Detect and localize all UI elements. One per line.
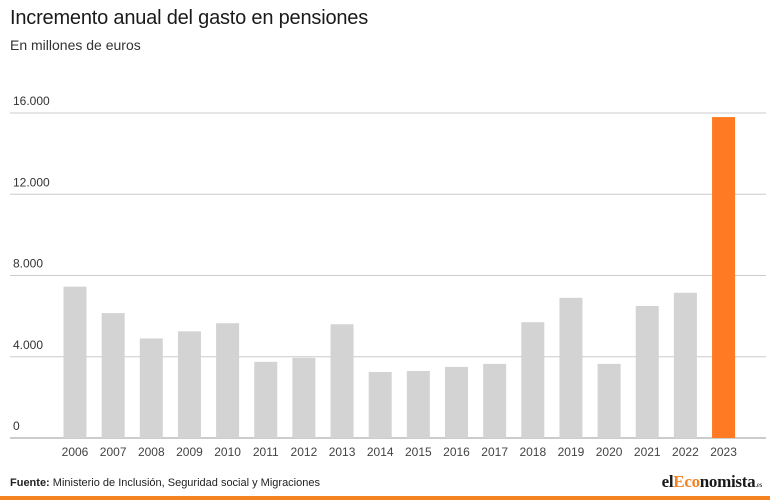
- bar-2007: [101, 313, 125, 438]
- bar-2021: [635, 305, 659, 438]
- x-tick-label: 2020: [596, 445, 623, 459]
- x-tick-label: 2017: [481, 445, 508, 459]
- bar-chart: 0 4.000 8.000 12.000 16.000 2006 2007 2008 2009…: [10, 94, 766, 459]
- source-text: Ministerio de Inclusión, Seguridad socia…: [52, 477, 320, 489]
- source-label: Fuente:: [10, 477, 50, 489]
- bar-2020: [597, 363, 621, 438]
- bar-2011: [254, 361, 278, 438]
- x-tick-label: 2010: [214, 445, 241, 459]
- el-economista-logo: elEconomista.es: [661, 472, 763, 492]
- bar-2006: [63, 286, 87, 438]
- bar-2017: [483, 363, 507, 438]
- y-tick-label: 4.000: [13, 338, 43, 352]
- bar-2016: [445, 366, 468, 438]
- bar-2009: [177, 331, 201, 438]
- x-tick-label: 2006: [62, 445, 89, 459]
- y-axis-ticks: 0 4.000 8.000 12.000 16.000: [13, 94, 50, 433]
- y-tick-label: 8.000: [13, 257, 43, 271]
- x-tick-label: 2008: [138, 445, 165, 459]
- y-tick-label: 16.000: [13, 94, 50, 108]
- x-tick-label: 2019: [558, 445, 585, 459]
- logo-part-1: el: [661, 472, 674, 491]
- x-tick-label: 2009: [176, 445, 203, 459]
- bar-2012: [292, 357, 316, 438]
- x-tick-label: 2012: [291, 445, 318, 459]
- bar-2014: [368, 371, 392, 438]
- x-axis-ticks: 2006 2007 2008 2009 2010 2011 2012 2013 2014 2015…: [62, 445, 738, 459]
- x-tick-label: 2015: [405, 445, 432, 459]
- y-tick-label: 0: [13, 419, 20, 433]
- bar-2022: [673, 292, 697, 438]
- logo-part-3: nomista: [699, 472, 756, 491]
- logo-part-2: Eco: [673, 472, 700, 491]
- x-tick-label: 2013: [329, 445, 356, 459]
- chart-title: Incremento anual del gasto en pensiones: [10, 7, 369, 29]
- chart-subtitle: En millones de euros: [10, 37, 141, 53]
- bar-2023: [712, 117, 736, 438]
- bars: [63, 117, 736, 438]
- bar-2018: [521, 322, 545, 438]
- bar-2013: [330, 324, 354, 438]
- x-tick-label: 2016: [443, 445, 470, 459]
- x-tick-label: 2011: [253, 445, 279, 459]
- x-tick-label: 2014: [367, 445, 394, 459]
- bar-2010: [216, 323, 240, 438]
- x-tick-label: 2021: [634, 445, 661, 459]
- y-tick-label: 12.000: [13, 175, 50, 189]
- bar-2015: [406, 370, 430, 438]
- source-note: Fuente: Ministerio de Inclusión, Segurid…: [10, 477, 320, 489]
- x-tick-label: 2023: [710, 445, 737, 459]
- bar-2019: [559, 297, 583, 438]
- x-tick-label: 2007: [100, 445, 127, 459]
- x-tick-label: 2018: [519, 445, 546, 459]
- logo-suffix: .es: [755, 481, 762, 489]
- brand-bottom-bar: [0, 496, 770, 500]
- x-tick-label: 2022: [672, 445, 699, 459]
- bar-2008: [139, 338, 163, 438]
